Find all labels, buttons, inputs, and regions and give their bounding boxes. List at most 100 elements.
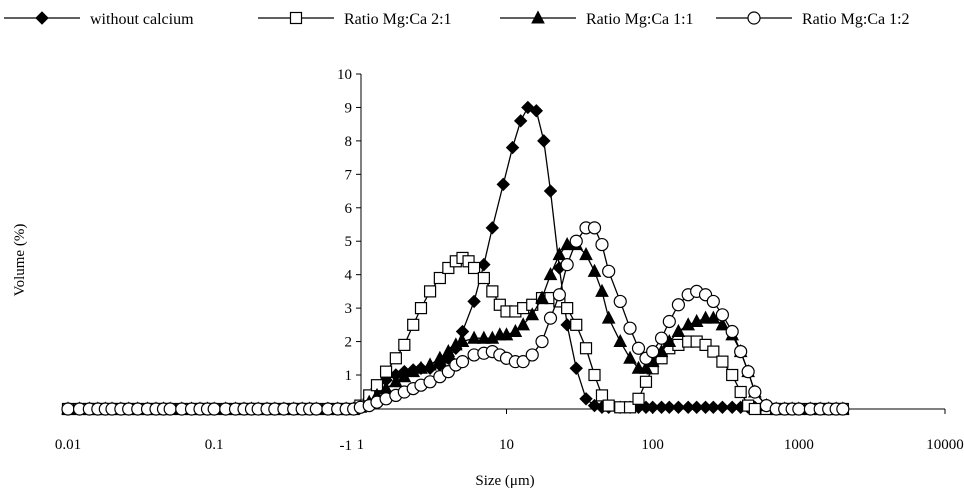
y-axis-title: Volume (%) — [12, 224, 28, 297]
y-tick-label: 8 — [345, 134, 353, 150]
data-point — [164, 403, 176, 415]
data-point — [390, 353, 401, 364]
y-axis-ticks: -1 1 2 3 4 5 6 7 8 9 10 — [337, 67, 361, 454]
x-tick-label: 100 — [641, 437, 664, 453]
data-point — [663, 315, 675, 327]
data-point — [545, 185, 557, 197]
data-point — [468, 295, 480, 307]
data-point — [415, 303, 426, 314]
legend-item: Ratio Mg:Ca 2:1 — [258, 11, 452, 28]
data-point — [399, 339, 410, 350]
data-point — [381, 366, 392, 377]
data-point — [526, 349, 538, 361]
data-point — [497, 178, 509, 190]
x-tick-label: 1000 — [784, 437, 814, 453]
data-point — [672, 325, 684, 337]
data-point — [614, 335, 626, 347]
data-point — [837, 403, 849, 415]
data-point — [603, 400, 614, 411]
data-point — [596, 390, 607, 401]
y-tick-label: 1 — [345, 368, 353, 384]
y-tick-label: 4 — [345, 268, 353, 284]
data-point — [408, 319, 419, 330]
data-point — [640, 376, 651, 387]
series-4 — [62, 222, 849, 415]
data-point — [456, 356, 468, 368]
y-tick-label: 2 — [345, 335, 353, 351]
data-point — [208, 403, 220, 415]
data-point — [647, 346, 659, 358]
data-point — [589, 222, 601, 234]
data-point — [310, 403, 322, 415]
data-point — [793, 403, 805, 415]
data-point — [538, 135, 550, 147]
data-point — [507, 142, 519, 154]
data-point — [589, 265, 601, 277]
legend-label: Ratio Mg:Ca 2:1 — [344, 11, 452, 28]
x-tick-label: 10000 — [926, 437, 964, 453]
data-point — [515, 115, 527, 127]
data-point — [749, 386, 761, 398]
legend-label: Ratio Mg:Ca 1:1 — [586, 11, 694, 28]
legend-marker — [532, 12, 544, 24]
series-layer — [62, 101, 849, 415]
data-point — [478, 273, 489, 284]
data-point — [749, 404, 760, 415]
data-point — [726, 326, 738, 338]
legend-marker — [36, 12, 48, 24]
data-point — [581, 343, 592, 354]
legend-item: Ratio Mg:Ca 1:1 — [500, 11, 694, 28]
data-point — [603, 312, 615, 324]
data-point — [589, 370, 600, 381]
data-point — [596, 239, 608, 251]
y-tick-label: 7 — [345, 167, 353, 183]
data-point — [633, 393, 644, 404]
y-tick-label: 9 — [345, 100, 353, 116]
data-point — [434, 273, 445, 284]
data-point — [571, 319, 582, 330]
data-point — [624, 322, 636, 334]
legend-item: without calcium — [4, 11, 194, 28]
data-point — [545, 312, 557, 324]
x-axis-title: Size (μm) — [475, 473, 534, 489]
data-point — [603, 265, 615, 277]
legend-item: Ratio Mg:Ca 1:2 — [716, 11, 910, 28]
data-point — [717, 356, 728, 367]
data-point — [553, 289, 565, 301]
y-tick-label: -1 — [340, 438, 353, 454]
data-point — [716, 309, 728, 321]
legend-label: Ratio Mg:Ca 1:2 — [802, 11, 910, 28]
data-point — [624, 352, 636, 364]
y-tick-label: 6 — [345, 201, 353, 217]
legend-marker — [748, 12, 760, 24]
data-point — [735, 387, 746, 398]
data-point — [570, 235, 582, 247]
data-point — [633, 342, 645, 354]
data-point — [62, 403, 74, 415]
data-point — [596, 285, 608, 297]
data-point — [536, 336, 548, 348]
data-point — [562, 303, 573, 314]
legend: without calcium Ratio Mg:Ca 2:1 Ratio Mg:C… — [4, 11, 910, 28]
data-point — [570, 362, 582, 374]
data-point — [469, 262, 480, 273]
y-tick-label: 10 — [337, 67, 352, 83]
x-tick-label: 10 — [499, 437, 514, 453]
data-point — [486, 222, 498, 234]
data-point — [561, 259, 573, 271]
data-point — [727, 370, 738, 381]
data-point — [656, 332, 668, 344]
data-point — [425, 286, 436, 297]
data-point — [735, 346, 747, 358]
data-point — [742, 366, 754, 378]
data-point — [708, 346, 719, 357]
x-axis-ticks: 0.01 0.1 1 10 100 1000 10000 — [55, 409, 964, 453]
data-point — [707, 295, 719, 307]
legend-label: without calcium — [90, 11, 194, 28]
y-tick-label: 5 — [345, 234, 353, 250]
data-point — [487, 286, 498, 297]
x-tick-label: 0.01 — [55, 437, 81, 453]
legend-marker — [291, 13, 302, 24]
